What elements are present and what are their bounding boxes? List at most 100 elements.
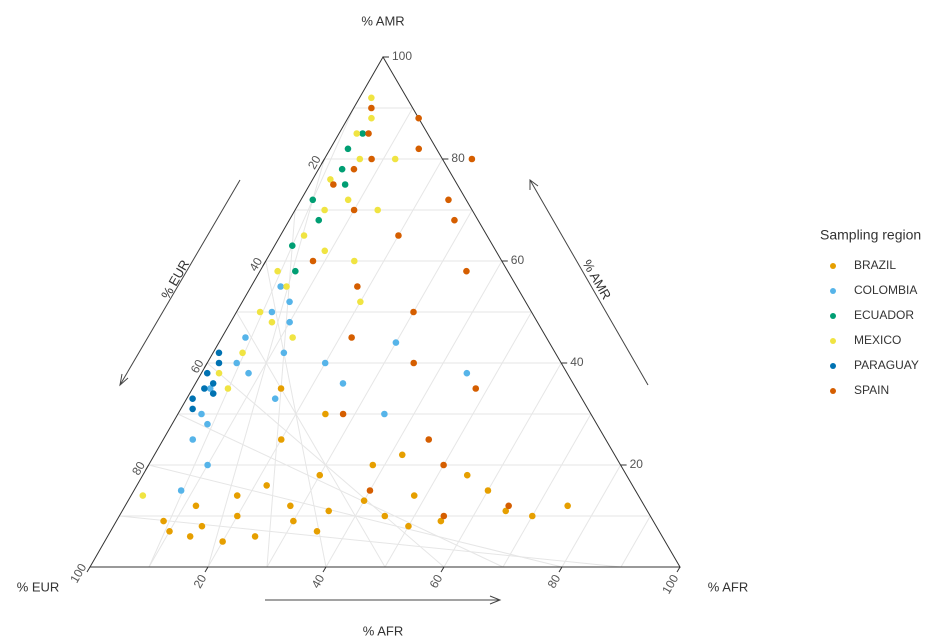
legend-title: Sampling region bbox=[820, 227, 921, 243]
tick-label: 100 bbox=[67, 561, 89, 586]
tick-mark bbox=[440, 566, 445, 573]
data-point bbox=[201, 385, 208, 392]
data-point bbox=[239, 349, 246, 357]
data-point bbox=[341, 181, 349, 188]
tick-mark bbox=[320, 158, 325, 165]
data-point bbox=[425, 436, 433, 443]
grid-line bbox=[265, 260, 327, 568]
tick-mark bbox=[676, 566, 681, 573]
tick-mark bbox=[145, 464, 150, 471]
data-point bbox=[268, 308, 276, 316]
data-point bbox=[484, 487, 492, 494]
data-point bbox=[344, 196, 352, 204]
arrow-label: % AFR bbox=[363, 623, 403, 638]
grid-line bbox=[266, 209, 473, 568]
data-point bbox=[206, 385, 214, 392]
data-point bbox=[289, 334, 296, 341]
tick-mark bbox=[322, 566, 327, 573]
data-point bbox=[268, 318, 276, 326]
data-point bbox=[215, 369, 223, 377]
data-point bbox=[288, 242, 296, 249]
data-point bbox=[233, 359, 240, 367]
data-point bbox=[277, 283, 284, 290]
tick-label: 60 bbox=[427, 572, 446, 591]
data-point bbox=[192, 502, 200, 510]
data-point bbox=[189, 436, 197, 443]
data-point bbox=[160, 517, 167, 525]
data-point bbox=[354, 283, 361, 290]
data-point bbox=[463, 471, 471, 479]
data-point bbox=[139, 492, 147, 499]
data-point bbox=[368, 104, 375, 112]
data-point bbox=[186, 533, 194, 540]
arrow-label: % AMR bbox=[580, 257, 615, 302]
data-point bbox=[315, 216, 323, 224]
data-point bbox=[357, 298, 364, 306]
data-point bbox=[215, 349, 223, 357]
data-point bbox=[204, 461, 211, 469]
arrows bbox=[119, 179, 649, 605]
tick-label: 100 bbox=[392, 49, 412, 63]
data-point bbox=[277, 385, 285, 392]
data-point bbox=[369, 461, 377, 469]
tick-label: 80 bbox=[451, 151, 465, 165]
data-point bbox=[189, 405, 196, 413]
legend-label: SPAIN bbox=[854, 383, 889, 397]
legend-swatch bbox=[830, 313, 836, 319]
data-point bbox=[325, 507, 333, 515]
data-point bbox=[322, 410, 329, 418]
data-point bbox=[316, 471, 324, 479]
data-point bbox=[360, 497, 368, 505]
data-point bbox=[177, 487, 185, 494]
data-point bbox=[359, 130, 366, 137]
grid-line bbox=[502, 413, 592, 568]
arrow-label: % EUR bbox=[158, 257, 192, 301]
tick-label: 80 bbox=[545, 572, 564, 591]
data-point bbox=[529, 512, 536, 520]
data-point bbox=[203, 369, 211, 377]
legend-swatch bbox=[830, 263, 836, 269]
data-point bbox=[280, 349, 288, 357]
tick-label: 80 bbox=[129, 459, 148, 478]
data-point bbox=[313, 528, 321, 535]
data-point bbox=[321, 206, 328, 214]
data-point bbox=[351, 257, 358, 265]
data-point bbox=[348, 334, 355, 341]
data-point bbox=[405, 522, 412, 530]
tick-label: 60 bbox=[188, 357, 207, 376]
legend-swatch bbox=[830, 363, 836, 369]
data-point bbox=[368, 94, 375, 102]
data-point bbox=[392, 339, 400, 346]
data-point bbox=[445, 196, 452, 204]
data-point bbox=[356, 155, 364, 163]
axis-label: % AFR bbox=[708, 579, 748, 594]
data-point bbox=[330, 181, 337, 188]
data-point bbox=[410, 308, 417, 316]
grid-line bbox=[561, 464, 622, 568]
data-point bbox=[391, 155, 399, 163]
tick-mark bbox=[204, 566, 209, 573]
tick-mark bbox=[558, 566, 563, 573]
data-point bbox=[219, 538, 226, 545]
data-point bbox=[374, 206, 382, 214]
data-point bbox=[198, 522, 206, 530]
tick-label: 40 bbox=[246, 255, 265, 274]
data-point bbox=[344, 145, 352, 153]
data-point bbox=[256, 308, 264, 316]
data-point bbox=[564, 502, 571, 510]
data-point bbox=[350, 206, 358, 214]
data-point bbox=[234, 512, 241, 520]
axis-label: % AMR bbox=[361, 13, 404, 28]
data-point bbox=[395, 232, 402, 239]
legend-swatch bbox=[830, 388, 836, 394]
data-point bbox=[215, 359, 223, 367]
tick-mark bbox=[203, 362, 208, 369]
data-point bbox=[440, 512, 448, 520]
tick-label: 20 bbox=[191, 572, 210, 591]
data-point bbox=[327, 176, 334, 183]
data-point bbox=[263, 482, 270, 489]
data-point bbox=[287, 502, 294, 510]
data-point bbox=[286, 298, 293, 306]
data-point bbox=[366, 487, 374, 494]
